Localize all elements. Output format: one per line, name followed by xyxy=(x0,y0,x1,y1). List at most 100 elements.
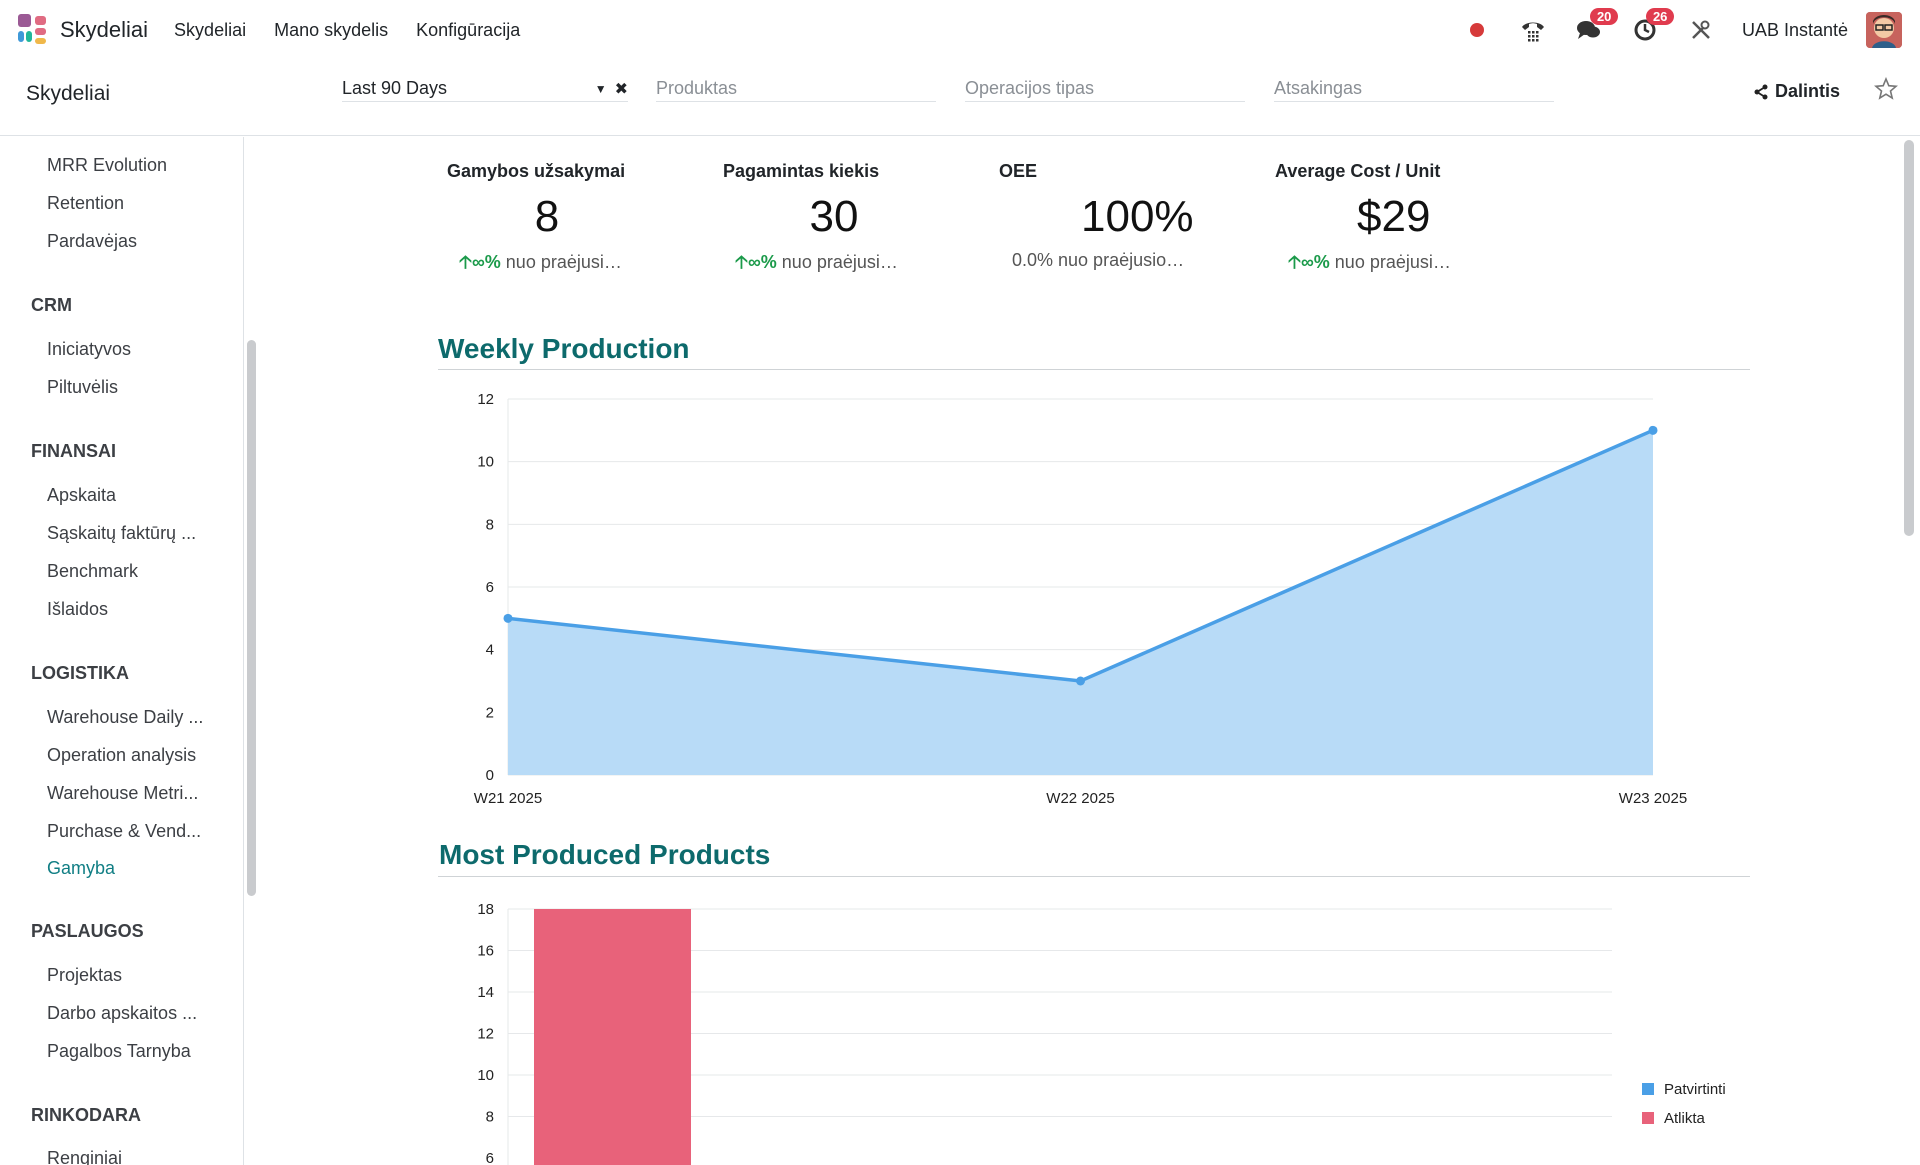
kpi-trend: 🡡∞% nuo praėjusi… xyxy=(735,252,898,272)
phone-icon[interactable] xyxy=(1518,15,1548,45)
control-panel: Skydeliai Last 90 Days ▼ ✖ Produktas Ope… xyxy=(0,60,1920,136)
date-filter-value: Last 90 Days xyxy=(342,78,448,98)
x-tick-label: W22 2025 xyxy=(1046,790,1114,807)
sidebar-item-leads[interactable]: Iniciatyvos xyxy=(47,339,132,359)
y-tick-label: 8 xyxy=(486,1109,494,1126)
top-navbar: Skydeliai Skydeliai Mano skydelis Konfig… xyxy=(0,0,1920,60)
arrow-up-icon: 🡡 xyxy=(735,252,748,272)
arrow-up-icon: 🡡 xyxy=(1288,252,1301,272)
activities-clock-icon[interactable]: 26 xyxy=(1630,8,1675,45)
kpi-oee[interactable]: OEE 100% 0.0% nuo praėjusio… xyxy=(999,161,1249,271)
dashboard-sidebar: MRR Evolution Retention Pardavėjas CRM I… xyxy=(0,137,244,1165)
sidebar-item-purchase-vendors[interactable]: Purchase & Vend... xyxy=(47,821,202,841)
kpi-manufacturing-orders[interactable]: Gamybos užsakymai 8 🡡∞% nuo praėjusi… xyxy=(447,161,697,280)
sidebar-item-salesperson[interactable]: Pardavėjas xyxy=(47,231,138,251)
sidebar-section-crm: CRM xyxy=(31,295,72,315)
most-produced-products-title: Most Produced Products xyxy=(439,839,771,870)
user-avatar[interactable] xyxy=(1866,12,1902,48)
section-divider xyxy=(438,369,1750,370)
sidebar-section-marketing: RINKODARA xyxy=(31,1105,141,1125)
kpi-title: OEE xyxy=(999,161,1038,181)
kpi-average-cost-unit[interactable]: Average Cost / Unit $29 🡡∞% nuo praėjusi… xyxy=(1275,161,1525,280)
y-tick-label: 16 xyxy=(477,943,494,960)
date-filter-select[interactable]: Last 90 Days ▼ ✖ xyxy=(342,76,628,102)
y-tick-label: 12 xyxy=(477,1026,494,1043)
weekly-production-chart[interactable]: 0 2 4 6 8 10 12 W21 2025 W22 2025 W23 2025 xyxy=(442,373,1782,813)
y-tick-label: 2 xyxy=(486,704,494,721)
company-switcher[interactable]: UAB Instantė xyxy=(1741,19,1848,40)
area-fill xyxy=(508,430,1653,775)
y-tick-label: 0 xyxy=(486,767,494,784)
messages-icon[interactable]: 20 xyxy=(1574,8,1619,45)
apps-menu-icon[interactable] xyxy=(18,14,50,46)
sidebar-item-expenses[interactable]: Išlaidos xyxy=(47,599,109,619)
sidebar-item-pipeline[interactable]: Piltuvėlis xyxy=(47,377,119,397)
kpi-trend: 0.0% nuo praėjusio… xyxy=(1012,250,1185,270)
most-produced-products-chart[interactable]: 8 10 12 14 16 18 6 Patvirtinti Atlikta xyxy=(442,879,1782,1165)
sidebar-item-benchmark[interactable]: Benchmark xyxy=(47,561,139,581)
sidebar-item-helpdesk[interactable]: Pagalbos Tarnyba xyxy=(47,1041,191,1061)
tools-icon[interactable] xyxy=(1686,15,1716,45)
sidebar-scrollbar[interactable] xyxy=(247,340,256,896)
operation-type-filter-input[interactable]: Operacijos tipas xyxy=(965,76,1245,102)
app-brand[interactable]: Skydeliai xyxy=(60,17,149,42)
kpi-value: 30 xyxy=(809,192,859,241)
caret-down-icon[interactable]: ▼ xyxy=(594,81,607,96)
sidebar-item-events[interactable]: Renginiai xyxy=(47,1148,123,1165)
main-scrollbar[interactable] xyxy=(1904,140,1914,536)
sidebar-item-mrr-evolution[interactable]: MRR Evolution xyxy=(47,155,168,175)
y-tick-label: 6 xyxy=(486,579,494,596)
bar-atlikta xyxy=(534,909,691,1165)
sidebar-section-finance: FINANSAI xyxy=(31,441,116,461)
data-point xyxy=(503,613,513,623)
clear-filter-icon[interactable]: ✖ xyxy=(614,80,628,98)
y-tick-label: 12 xyxy=(477,391,494,408)
legend-swatch-atlikta xyxy=(1642,1112,1654,1124)
y-tick-label: 8 xyxy=(486,516,494,533)
share-button[interactable]: Dalintis xyxy=(1753,81,1840,102)
product-filter-input[interactable]: Produktas xyxy=(656,76,936,102)
messages-badge: 20 xyxy=(1589,8,1619,25)
section-divider xyxy=(438,876,1750,877)
recording-indicator-icon[interactable] xyxy=(1462,15,1492,45)
y-tick-label: 4 xyxy=(486,642,494,659)
kpi-value: 100% xyxy=(1081,192,1194,241)
kpi-produced-quantity[interactable]: Pagamintas kiekis 30 🡡∞% nuo praėjusi… xyxy=(723,161,973,280)
sidebar-item-timesheets[interactable]: Darbo apskaitos ... xyxy=(47,1003,198,1023)
sidebar-item-invoices[interactable]: Sąskaitų faktūrų ... xyxy=(47,523,197,543)
menu-dashboards[interactable]: Skydeliai xyxy=(174,19,247,40)
breadcrumb: Skydeliai xyxy=(26,82,111,105)
data-point xyxy=(1648,425,1658,435)
menu-my-dashboard[interactable]: Mano skydelis xyxy=(274,19,389,40)
kpi-title: Pagamintas kiekis xyxy=(723,161,880,181)
arrow-up-icon: 🡡 xyxy=(459,252,472,272)
y-tick-label: 18 xyxy=(477,901,494,918)
operation-type-placeholder: Operacijos tipas xyxy=(965,78,1095,98)
kpi-value: 8 xyxy=(534,192,560,241)
sidebar-item-manufacturing[interactable]: Gamyba xyxy=(47,858,116,878)
activities-badge: 26 xyxy=(1645,8,1675,25)
sidebar-item-accounting[interactable]: Apskaita xyxy=(47,485,117,505)
responsible-placeholder: Atsakingas xyxy=(1274,78,1363,98)
y-tick-label: 6 xyxy=(486,1150,494,1165)
kpi-trend: 🡡∞% nuo praėjusi… xyxy=(1288,252,1451,272)
legend-swatch-patvirtinti xyxy=(1642,1083,1654,1095)
sidebar-item-operation-analysis[interactable]: Operation analysis xyxy=(47,745,197,765)
favorite-star-icon[interactable] xyxy=(1874,76,1898,106)
dashboard-main: Gamybos užsakymai 8 🡡∞% nuo praėjusi… Pa… xyxy=(262,137,1900,1165)
weekly-production-title: Weekly Production xyxy=(438,333,690,364)
y-tick-label: 14 xyxy=(477,984,494,1001)
legend-label-patvirtinti: Patvirtinti xyxy=(1664,1081,1726,1098)
share-label: Dalintis xyxy=(1774,81,1840,101)
menu-configuration[interactable]: Konfigūracija xyxy=(416,19,521,40)
responsible-filter-input[interactable]: Atsakingas xyxy=(1274,76,1554,102)
sidebar-item-warehouse-daily[interactable]: Warehouse Daily ... xyxy=(47,707,204,727)
x-tick-label: W21 2025 xyxy=(474,790,542,807)
kpi-title: Gamybos užsakymai xyxy=(447,161,626,181)
sidebar-item-retention[interactable]: Retention xyxy=(47,193,125,213)
kpi-title: Average Cost / Unit xyxy=(1275,161,1441,181)
legend-label-atlikta: Atlikta xyxy=(1664,1110,1706,1127)
sidebar-item-warehouse-metrics[interactable]: Warehouse Metri... xyxy=(47,783,199,803)
sidebar-item-project[interactable]: Projektas xyxy=(47,965,123,985)
kpi-trend: 🡡∞% nuo praėjusi… xyxy=(459,252,622,272)
